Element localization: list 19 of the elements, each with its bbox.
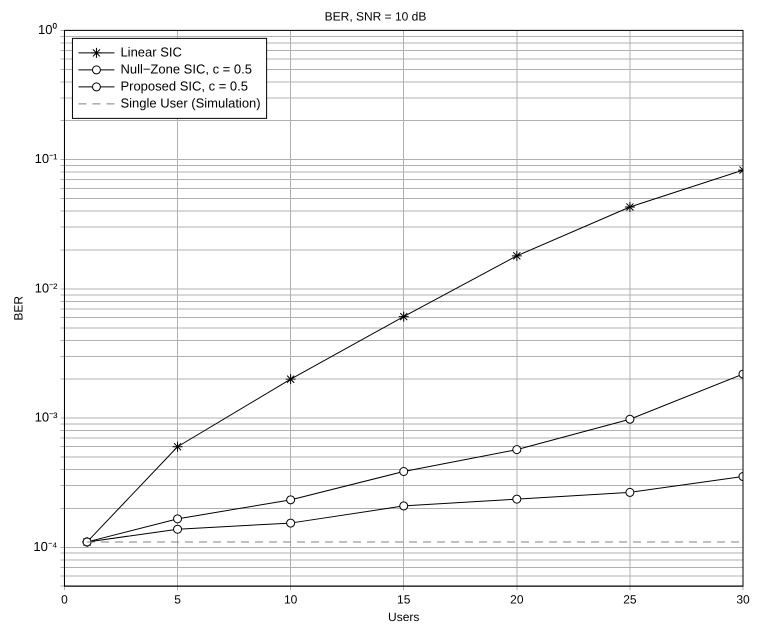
chart-title: BER, SNR = 10 dB [324,10,426,24]
x-tick-label: 30 [736,592,750,607]
x-tick-label: 15 [397,592,411,607]
x-tick-label: 0 [61,592,68,607]
x-tick-label: 20 [510,592,524,607]
y-axis-title: BER [12,296,26,321]
legend-label: Null−Zone SIC, c = 0.5 [120,61,252,76]
y-tick-label: 10⁻⁴ [33,538,58,554]
y-tick-label: 10⁻³ [34,410,58,425]
y-tick-label: 10⁻¹ [34,151,58,166]
x-tick-label: 5 [174,592,182,607]
x-tick-label: 25 [623,592,637,607]
y-tick-label: 10⁰ [38,22,58,37]
legend-label: Single User (Simulation) [120,95,261,110]
x-axis-title: Users [388,610,420,624]
legend-label: Linear SIC [120,44,182,60]
legend-label: Proposed SIC, c = 0.5 [120,78,248,94]
x-tick-label: 10 [284,592,298,607]
y-tick-label: 10⁻² [34,280,58,296]
